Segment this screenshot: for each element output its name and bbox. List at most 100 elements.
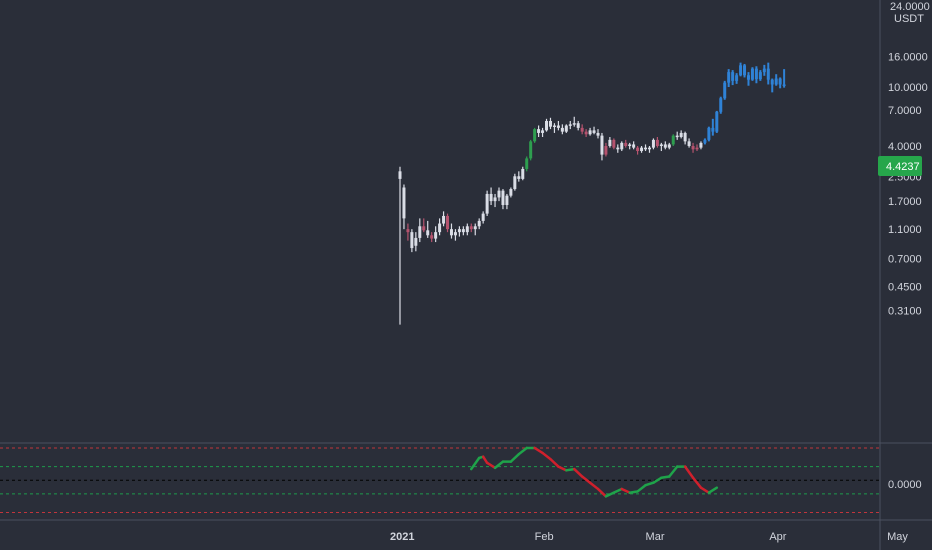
price-tick-label: 1.1000 xyxy=(888,224,922,236)
candle-body xyxy=(758,72,762,80)
candle-body xyxy=(782,84,786,86)
candle xyxy=(509,187,513,198)
candle xyxy=(695,144,699,152)
candle-body xyxy=(580,127,584,132)
osc-segment xyxy=(549,457,560,468)
candle xyxy=(719,96,723,114)
osc-segment xyxy=(604,491,616,498)
candle xyxy=(647,146,651,153)
candle xyxy=(584,129,588,138)
candle-body xyxy=(739,65,743,76)
candle xyxy=(497,187,501,202)
candle xyxy=(774,74,778,86)
candle xyxy=(651,138,655,150)
price-tick-label: 4.0000 xyxy=(888,141,922,153)
candle xyxy=(493,193,497,208)
last-price-badge xyxy=(878,156,922,176)
candle-body xyxy=(453,232,457,236)
price-tick-label: 16.0000 xyxy=(888,52,928,64)
candle-body xyxy=(485,193,489,214)
candle-body xyxy=(556,125,560,128)
candle xyxy=(564,124,568,133)
candle-body xyxy=(766,68,770,80)
osc-segment xyxy=(572,467,584,478)
candle-body xyxy=(402,187,406,219)
candle-body xyxy=(774,78,778,85)
candle xyxy=(552,123,556,133)
candle xyxy=(541,127,545,138)
candle-body xyxy=(509,189,513,196)
candle-body xyxy=(723,82,727,99)
candle-body xyxy=(655,139,659,147)
candle xyxy=(529,139,533,161)
osc-segment xyxy=(470,456,481,471)
candle xyxy=(703,138,707,145)
candle xyxy=(505,193,509,210)
candle xyxy=(667,142,671,150)
osc-segment xyxy=(620,487,631,494)
candle-body xyxy=(513,176,517,190)
price-axis-currency: USDT xyxy=(894,13,924,25)
candle-body xyxy=(770,79,774,85)
candle-body xyxy=(457,229,461,233)
candle xyxy=(675,131,679,140)
candle-body xyxy=(735,75,739,81)
osc-segment xyxy=(644,481,655,487)
candle xyxy=(644,144,648,152)
candle xyxy=(501,189,505,210)
candle xyxy=(481,211,485,224)
candle-body xyxy=(636,147,640,152)
candle-body xyxy=(671,135,675,145)
oscillator-axis[interactable]: 0.0000 xyxy=(888,479,922,491)
candle-body xyxy=(497,190,501,198)
candle xyxy=(477,218,481,230)
candle-body xyxy=(465,226,469,233)
candle-body xyxy=(762,68,766,73)
candle-body xyxy=(644,147,648,150)
candle xyxy=(679,130,683,139)
candle-body xyxy=(572,123,576,125)
candle-body xyxy=(624,142,628,147)
candle-body xyxy=(469,226,473,230)
candle-body xyxy=(584,131,588,135)
candle-body xyxy=(525,158,529,169)
candle-body xyxy=(743,65,747,76)
candle-body xyxy=(552,125,556,128)
candle-body xyxy=(446,215,450,230)
candle xyxy=(739,62,743,77)
last-price-label: 4.4237 xyxy=(886,161,920,173)
candle xyxy=(588,127,592,136)
price-tick-label: 0.7000 xyxy=(888,253,922,265)
candlestick-series xyxy=(398,62,786,325)
candle xyxy=(517,171,521,182)
osc-segment xyxy=(652,476,663,484)
candle xyxy=(473,223,477,236)
candle xyxy=(612,138,616,150)
time-axis[interactable]: 2021 Feb Mar Apr May xyxy=(390,531,908,543)
price-axis[interactable]: 24.0000 USDT 16.000010.00007.00004.00002… xyxy=(878,1,930,318)
osc-segment xyxy=(565,467,576,472)
candle xyxy=(485,190,489,216)
candle xyxy=(659,142,663,152)
candle xyxy=(513,173,517,191)
candle xyxy=(620,141,624,152)
candle xyxy=(434,226,438,243)
candle-body xyxy=(651,139,655,148)
candle xyxy=(449,223,453,239)
candle-body xyxy=(604,146,608,155)
candle-body xyxy=(711,127,715,132)
candle xyxy=(560,124,564,135)
candle xyxy=(723,80,727,100)
candle xyxy=(707,126,711,142)
candle-body xyxy=(568,124,572,126)
osc-segment xyxy=(485,461,497,470)
candle xyxy=(758,70,762,81)
time-tick-label: May xyxy=(887,531,908,543)
candle xyxy=(782,69,786,88)
osc-segment xyxy=(707,486,719,494)
candle xyxy=(406,223,410,241)
candle xyxy=(461,226,465,236)
candle xyxy=(438,218,442,236)
